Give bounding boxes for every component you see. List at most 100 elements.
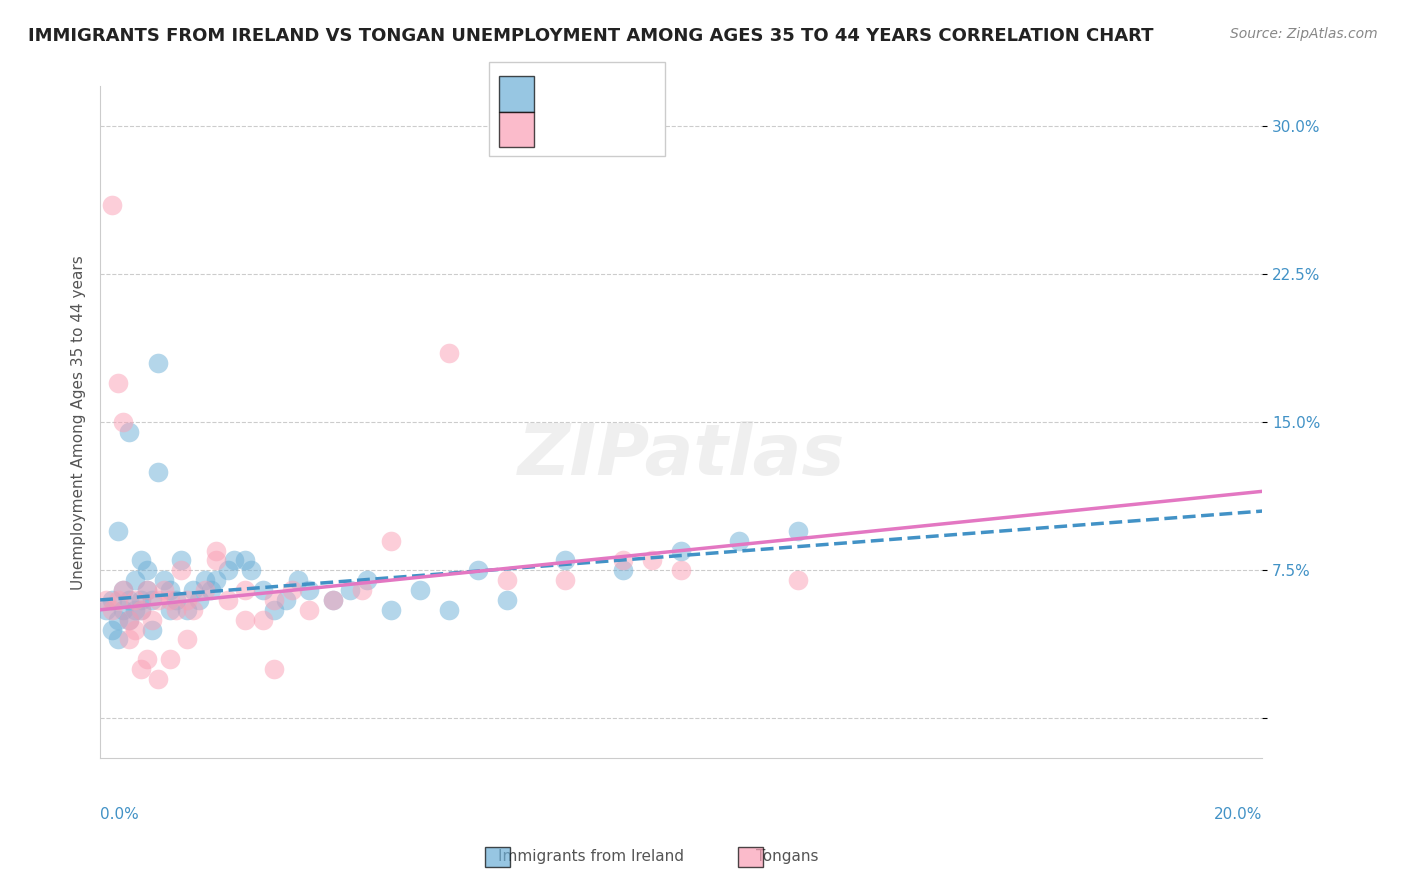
- Text: 20.0%: 20.0%: [1215, 807, 1263, 822]
- Immigrants from Ireland: [129, 593, 152, 607]
- Immigrants from Ireland: [322, 593, 344, 607]
- Immigrants from Ireland: [159, 603, 181, 617]
- Tongans: [135, 652, 157, 666]
- Immigrants from Ireland: [181, 583, 204, 598]
- Immigrants from Ireland: [129, 553, 152, 567]
- Text: N =: N =: [607, 85, 655, 103]
- Tongans: [153, 583, 176, 598]
- Tongans: [148, 593, 170, 607]
- Tongans: [217, 593, 239, 607]
- Tongans: [141, 613, 163, 627]
- Tongans: [159, 652, 181, 666]
- Immigrants from Ireland: [112, 603, 135, 617]
- Immigrants from Ireland: [135, 583, 157, 598]
- Immigrants from Ireland: [380, 603, 402, 617]
- Tongans: [112, 583, 135, 598]
- Tongans: [235, 613, 257, 627]
- Text: 0.129: 0.129: [568, 85, 620, 103]
- Immigrants from Ireland: [124, 573, 146, 587]
- Immigrants from Ireland: [240, 563, 263, 577]
- Immigrants from Ireland: [187, 593, 209, 607]
- Immigrants from Ireland: [100, 593, 122, 607]
- Immigrants from Ireland: [671, 543, 693, 558]
- Immigrants from Ireland: [467, 563, 489, 577]
- Immigrants from Ireland: [554, 553, 576, 567]
- Immigrants from Ireland: [176, 603, 198, 617]
- Immigrants from Ireland: [148, 465, 170, 479]
- Tongans: [263, 662, 285, 676]
- Immigrants from Ireland: [107, 632, 129, 647]
- Immigrants from Ireland: [94, 603, 117, 617]
- Tongans: [94, 593, 117, 607]
- Tongans: [641, 553, 664, 567]
- Immigrants from Ireland: [118, 425, 141, 439]
- Tongans: [281, 583, 304, 598]
- Tongans: [176, 593, 198, 607]
- Immigrants from Ireland: [339, 583, 361, 598]
- Immigrants from Ireland: [298, 583, 321, 598]
- Text: Immigrants from Ireland: Immigrants from Ireland: [498, 849, 683, 863]
- Tongans: [671, 563, 693, 577]
- Tongans: [176, 632, 198, 647]
- Immigrants from Ireland: [496, 593, 519, 607]
- Tongans: [235, 583, 257, 598]
- Tongans: [181, 603, 204, 617]
- Immigrants from Ireland: [728, 533, 751, 548]
- Immigrants from Ireland: [252, 583, 274, 598]
- Tongans: [786, 573, 808, 587]
- Immigrants from Ireland: [141, 593, 163, 607]
- Immigrants from Ireland: [124, 603, 146, 617]
- Immigrants from Ireland: [159, 583, 181, 598]
- Tongans: [112, 415, 135, 429]
- Immigrants from Ireland: [287, 573, 309, 587]
- Immigrants from Ireland: [107, 524, 129, 538]
- Immigrants from Ireland: [222, 553, 245, 567]
- Immigrants from Ireland: [194, 573, 217, 587]
- Immigrants from Ireland: [107, 613, 129, 627]
- Immigrants from Ireland: [165, 593, 187, 607]
- Text: 55: 55: [637, 85, 659, 103]
- Tongans: [194, 583, 217, 598]
- Text: R =: R =: [541, 120, 578, 138]
- Immigrants from Ireland: [200, 583, 222, 598]
- Text: ZIPatlas: ZIPatlas: [517, 421, 845, 491]
- Text: IMMIGRANTS FROM IRELAND VS TONGAN UNEMPLOYMENT AMONG AGES 35 TO 44 YEARS CORRELA: IMMIGRANTS FROM IRELAND VS TONGAN UNEMPL…: [28, 27, 1153, 45]
- Text: 47: 47: [637, 120, 661, 138]
- Tongans: [124, 623, 146, 637]
- Text: Tongans: Tongans: [756, 849, 818, 863]
- Tongans: [124, 593, 146, 607]
- Text: 0.0%: 0.0%: [100, 807, 139, 822]
- Tongans: [100, 198, 122, 212]
- Tongans: [148, 672, 170, 686]
- Text: R =: R =: [541, 85, 578, 103]
- Immigrants from Ireland: [263, 603, 285, 617]
- Tongans: [612, 553, 634, 567]
- Tongans: [165, 603, 187, 617]
- Tongans: [100, 603, 122, 617]
- Immigrants from Ireland: [135, 563, 157, 577]
- Tongans: [298, 603, 321, 617]
- Tongans: [437, 346, 460, 360]
- Immigrants from Ireland: [129, 603, 152, 617]
- Immigrants from Ireland: [170, 553, 193, 567]
- Tongans: [380, 533, 402, 548]
- Tongans: [129, 603, 152, 617]
- Immigrants from Ireland: [235, 553, 257, 567]
- Tongans: [205, 553, 228, 567]
- Text: N =: N =: [607, 120, 655, 138]
- Tongans: [170, 563, 193, 577]
- Immigrants from Ireland: [148, 356, 170, 370]
- Immigrants from Ireland: [437, 603, 460, 617]
- Tongans: [118, 613, 141, 627]
- Tongans: [554, 573, 576, 587]
- Text: Source: ZipAtlas.com: Source: ZipAtlas.com: [1230, 27, 1378, 41]
- Immigrants from Ireland: [118, 613, 141, 627]
- Immigrants from Ireland: [409, 583, 432, 598]
- Text: 0.220: 0.220: [568, 120, 620, 138]
- Immigrants from Ireland: [217, 563, 239, 577]
- Tongans: [205, 543, 228, 558]
- Tongans: [252, 613, 274, 627]
- Immigrants from Ireland: [356, 573, 378, 587]
- Tongans: [107, 376, 129, 390]
- Immigrants from Ireland: [786, 524, 808, 538]
